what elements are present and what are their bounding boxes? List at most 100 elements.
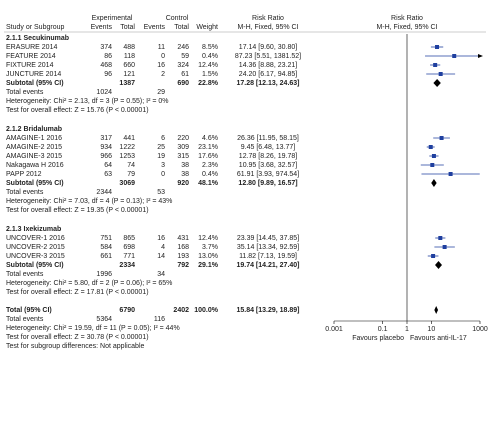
x-tick-label: 1	[405, 326, 409, 333]
total-events-label: Total events	[6, 189, 44, 196]
study-name: ERASURE 2014	[6, 44, 57, 51]
ci-label: 87.23 [5.51, 1381.52]	[235, 53, 301, 60]
weight: 1.5%	[202, 71, 218, 78]
column-header: Weight	[196, 24, 218, 31]
total-events-ctl: 116	[154, 316, 165, 323]
ctl-total: 324	[177, 62, 189, 69]
heterogeneity: Heterogeneity: Chi² = 2.13, df = 3 (P = …	[6, 98, 169, 105]
subgroup-title: 2.1.1 Secukinumab	[6, 35, 69, 42]
exp-total: 121	[123, 71, 135, 78]
pooled-weight: 29.1%	[198, 262, 219, 269]
overall-test: Test for overall effect: Z = 15.76 (P < …	[6, 107, 149, 114]
study-name: UNCOVER-2 2015	[6, 244, 65, 251]
ctl-total: 220	[177, 135, 189, 142]
weight: 8.5%	[202, 44, 218, 51]
study-name: AMAGINE-2 2015	[6, 144, 62, 151]
ci-label: 61.91 [3.93, 974.54]	[237, 171, 299, 178]
pooled-ci-label: 12.80 [9.89, 16.57]	[238, 180, 297, 187]
pooled-ctl-total: 792	[177, 262, 189, 269]
ctl-total: 38	[181, 171, 189, 178]
pooled-ci-label: 17.28 [12.13, 24.63]	[236, 80, 299, 87]
pooled-ctl-total: 690	[177, 80, 189, 87]
exp-events: 317	[100, 135, 112, 142]
pooled-ctl-total: 2402	[173, 307, 189, 314]
exp-total: 660	[123, 62, 135, 69]
column-header: Study or Subgroup	[6, 24, 64, 31]
pooled-exp-total: 1387	[119, 80, 135, 87]
pooled-ctl-total: 920	[177, 180, 189, 187]
study-name: UNCOVER-3 2015	[6, 253, 65, 260]
study-name: AMAGINE-1 2016	[6, 135, 62, 142]
pooled-diamond	[435, 261, 442, 269]
ci-label: 14.36 [8.88, 23.21]	[239, 62, 297, 69]
pooled-diamond	[431, 179, 437, 187]
pooled-label: Total (95% CI)	[6, 307, 52, 314]
ctl-events: 25	[157, 144, 165, 151]
overall-test: Test for overall effect: Z = 17.81 (P < …	[6, 289, 149, 296]
pooled-weight: 48.1%	[198, 180, 219, 187]
weight: 13.0%	[198, 253, 218, 260]
ctl-events: 3	[161, 162, 165, 169]
weight: 23.1%	[198, 144, 218, 151]
ctl-events: 14	[157, 253, 165, 260]
study-name: PAPP 2012	[6, 171, 42, 178]
pooled-exp-total: 3069	[119, 180, 135, 187]
ctl-events: 16	[157, 62, 165, 69]
ctl-total: 431	[177, 235, 189, 242]
pooled-label: Subtotal (95% CI)	[6, 80, 64, 87]
total-events-exp: 5364	[96, 316, 112, 323]
exp-total: 74	[127, 162, 135, 169]
ctl-total: 309	[177, 144, 189, 151]
weight: 3.7%	[202, 244, 218, 251]
ci-label: 35.14 [13.34, 92.59]	[237, 244, 299, 251]
pooled-diamond	[434, 306, 439, 314]
column-header: M-H, Fixed, 95% CI	[376, 24, 437, 31]
ctl-events: 0	[161, 171, 165, 178]
ci-label: 26.36 [11.95, 58.15]	[237, 135, 299, 142]
weight: 12.4%	[198, 62, 218, 69]
ctl-total: 61	[181, 71, 189, 78]
exp-events: 374	[100, 44, 112, 51]
ctl-total: 59	[181, 53, 189, 60]
study-marker	[438, 236, 443, 240]
exp-events: 468	[100, 62, 112, 69]
ci-label: 12.78 [8.26, 19.78]	[239, 153, 297, 160]
ctl-total: 193	[177, 253, 189, 260]
total-events-exp: 1024	[96, 89, 112, 96]
ctl-events: 19	[157, 153, 165, 160]
study-marker	[438, 72, 443, 76]
rr-header: Risk Ratio	[252, 15, 284, 22]
ci-label: 11.82 [7.13, 19.59]	[239, 253, 297, 260]
exp-total: 1222	[119, 144, 135, 151]
study-marker	[433, 63, 438, 67]
study-marker	[452, 54, 457, 58]
x-tick-label: 10	[427, 326, 435, 333]
study-name: Nakagawa H 2016	[6, 162, 64, 169]
overall-test: Test for overall effect: Z = 19.35 (P < …	[6, 207, 149, 214]
ci-label: 24.20 [6.17, 94.85]	[239, 71, 297, 78]
study-name: AMAGINE-3 2015	[6, 153, 62, 160]
column-header: Total	[120, 24, 135, 31]
exp-total: 698	[123, 244, 135, 251]
ctl-events: 0	[161, 53, 165, 60]
subgroup-title: 2.1.2 Bridalumab	[6, 126, 62, 133]
total-events-ctl: 53	[157, 189, 165, 196]
study-marker	[442, 245, 447, 249]
weight: 0.4%	[202, 171, 218, 178]
pooled-exp-total: 6790	[119, 307, 135, 314]
exp-events: 86	[104, 53, 112, 60]
weight: 12.4%	[198, 235, 218, 242]
weight: 0.4%	[202, 53, 218, 60]
exp-total: 441	[123, 135, 135, 142]
pooled-ci-label: 15.84 [13.29, 18.89]	[236, 307, 299, 314]
ctl-group: Control	[166, 15, 189, 22]
left-label: Favours placebo	[352, 335, 404, 342]
ctl-total: 246	[177, 44, 189, 51]
study-marker	[448, 172, 453, 176]
exp-total: 865	[123, 235, 135, 242]
total-events-exp: 2344	[96, 189, 112, 196]
study-marker	[428, 145, 433, 149]
x-tick-label: 0.1	[378, 326, 388, 333]
x-tick-label: 0.001	[325, 326, 343, 333]
